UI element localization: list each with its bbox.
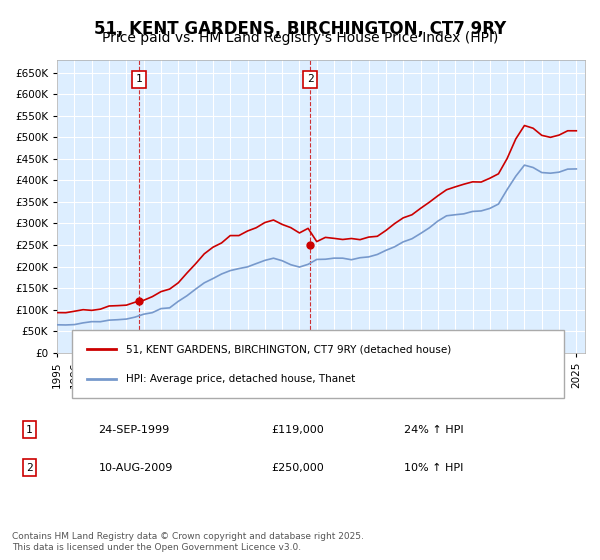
FancyBboxPatch shape [72,330,564,398]
Text: Price paid vs. HM Land Registry's House Price Index (HPI): Price paid vs. HM Land Registry's House … [102,31,498,45]
Text: Contains HM Land Registry data © Crown copyright and database right 2025.
This d: Contains HM Land Registry data © Crown c… [12,532,364,552]
Text: 24% ↑ HPI: 24% ↑ HPI [404,424,463,435]
Text: 2: 2 [307,74,313,84]
Text: 51, KENT GARDENS, BIRCHINGTON, CT7 9RY: 51, KENT GARDENS, BIRCHINGTON, CT7 9RY [94,20,506,38]
Text: 2: 2 [26,463,32,473]
Text: 51, KENT GARDENS, BIRCHINGTON, CT7 9RY (detached house): 51, KENT GARDENS, BIRCHINGTON, CT7 9RY (… [126,344,451,354]
Text: 1: 1 [26,424,32,435]
Text: 24-SEP-1999: 24-SEP-1999 [98,424,170,435]
Text: 1: 1 [136,74,142,84]
Text: £119,000: £119,000 [271,424,324,435]
Text: 10-AUG-2009: 10-AUG-2009 [98,463,173,473]
Text: HPI: Average price, detached house, Thanet: HPI: Average price, detached house, Than… [126,374,355,384]
Text: 10% ↑ HPI: 10% ↑ HPI [404,463,463,473]
Text: £250,000: £250,000 [271,463,324,473]
